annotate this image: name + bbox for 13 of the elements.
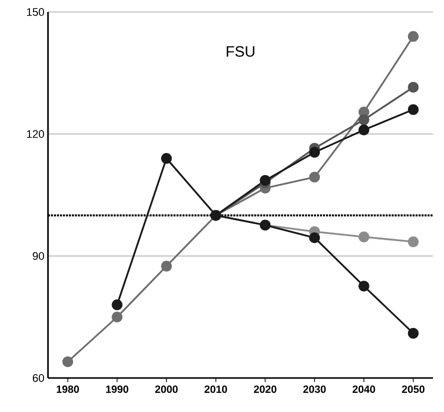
x-tick-label: 2020 (254, 386, 276, 393)
y-tick-label: 120 (27, 130, 44, 138)
y-tick-label: 150 (27, 8, 44, 16)
x-tick-label: 2010 (204, 386, 228, 393)
x-tick-label: 2040 (352, 386, 376, 393)
y-tick-label: 90 (32, 252, 44, 260)
y-tick-label: 60 (32, 374, 44, 382)
text: FSU (226, 46, 254, 57)
x-tick-label: 1990 (106, 386, 128, 393)
x-tick-label: 2050 (402, 386, 424, 393)
x-tick-label: 1980 (56, 386, 79, 393)
x-tick-label: 2000 (155, 386, 178, 393)
x-tick-label: 2030 (303, 386, 326, 393)
